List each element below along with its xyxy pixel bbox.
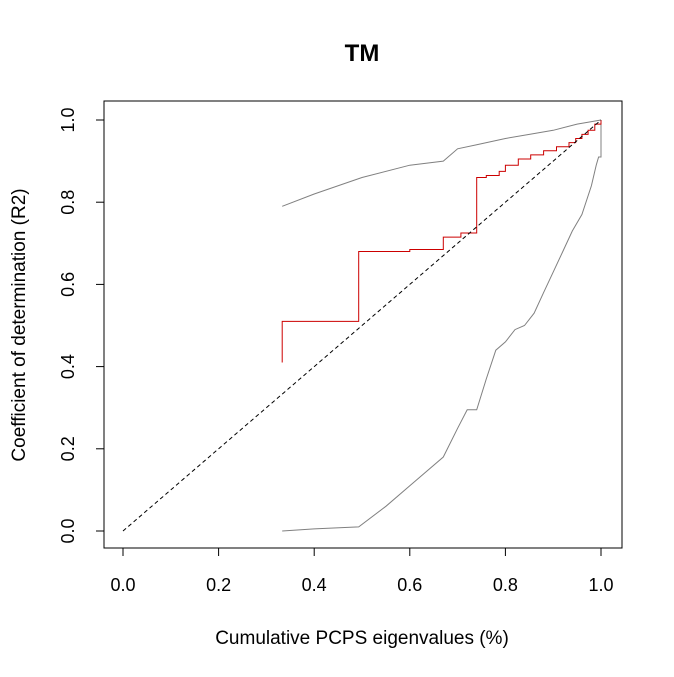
y-tick-label: 0.0 [58, 518, 78, 543]
series-layer [122, 119, 602, 532]
observed-line [281, 120, 602, 363]
x-tick-label: 0.4 [302, 575, 327, 595]
x-tick-label: 1.0 [588, 575, 613, 595]
x-tick-label: 0.2 [206, 575, 231, 595]
y-tick-label: 0.4 [58, 354, 78, 379]
x-tick-label: 0.0 [110, 575, 135, 595]
reference-diagonal-line [122, 119, 602, 532]
x-tick-label: 0.8 [493, 575, 518, 595]
x-axis-label: Cumulative PCPS eigenvalues (%) [215, 628, 509, 649]
y-axis: 0.0 0.2 0.4 0.6 0.8 1.0 [58, 107, 105, 544]
x-axis: 0.0 0.2 0.4 0.6 0.8 1.0 [110, 547, 614, 595]
y-axis-label: Coefficient of determination (R2) [9, 188, 30, 461]
x-tick-label: 0.6 [397, 575, 422, 595]
chart-title: TM [345, 40, 380, 67]
y-tick-label: 0.6 [58, 272, 78, 297]
y-tick-label: 1.0 [58, 107, 78, 132]
lower-envelope-line [282, 120, 602, 532]
y-tick-label: 0.2 [58, 436, 78, 461]
upper-envelope-line [282, 119, 602, 207]
y-tick-label: 0.8 [58, 190, 78, 215]
